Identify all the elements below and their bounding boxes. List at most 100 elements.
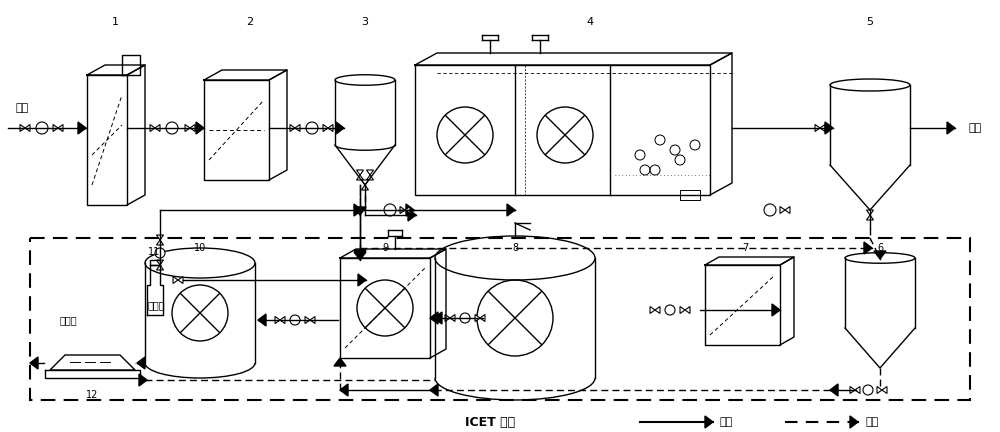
Polygon shape	[78, 122, 86, 134]
Polygon shape	[430, 384, 438, 396]
Polygon shape	[874, 251, 886, 259]
Polygon shape	[328, 124, 333, 131]
Polygon shape	[780, 206, 785, 213]
Polygon shape	[354, 252, 366, 260]
Polygon shape	[178, 276, 183, 283]
Polygon shape	[295, 124, 300, 131]
Polygon shape	[866, 210, 874, 215]
Polygon shape	[354, 204, 362, 216]
Text: 进水: 进水	[15, 103, 29, 113]
Circle shape	[306, 122, 318, 134]
Polygon shape	[772, 304, 780, 316]
Circle shape	[384, 204, 396, 216]
Text: 7: 7	[742, 243, 748, 253]
Polygon shape	[400, 206, 405, 213]
Polygon shape	[305, 317, 310, 324]
Polygon shape	[334, 358, 346, 366]
Polygon shape	[864, 242, 872, 254]
Polygon shape	[139, 374, 147, 386]
Polygon shape	[336, 122, 344, 134]
Polygon shape	[354, 250, 366, 258]
Text: 12: 12	[86, 390, 98, 400]
Polygon shape	[655, 306, 660, 314]
Text: 泥路: 泥路	[865, 417, 878, 427]
Text: 干污泥: 干污泥	[59, 315, 77, 325]
Polygon shape	[362, 180, 368, 185]
Polygon shape	[850, 387, 855, 394]
Polygon shape	[830, 384, 838, 396]
Polygon shape	[354, 207, 366, 215]
Polygon shape	[150, 124, 155, 131]
Text: 出水: 出水	[968, 123, 982, 133]
Polygon shape	[450, 314, 455, 321]
Polygon shape	[356, 175, 364, 180]
Text: 8: 8	[512, 243, 518, 253]
Polygon shape	[855, 387, 860, 394]
Polygon shape	[877, 387, 882, 394]
Polygon shape	[366, 175, 374, 180]
Text: 2: 2	[246, 17, 254, 27]
Polygon shape	[825, 122, 833, 134]
Text: 10: 10	[194, 243, 206, 253]
Text: 4: 4	[586, 17, 594, 27]
Polygon shape	[650, 306, 655, 314]
Circle shape	[665, 305, 675, 315]
Polygon shape	[685, 306, 690, 314]
Polygon shape	[323, 124, 328, 131]
Polygon shape	[680, 306, 685, 314]
Polygon shape	[20, 124, 25, 131]
Polygon shape	[310, 317, 315, 324]
Text: 上清液: 上清液	[148, 300, 166, 310]
Polygon shape	[290, 124, 295, 131]
Text: 11: 11	[148, 247, 160, 257]
Polygon shape	[408, 209, 416, 221]
Polygon shape	[53, 124, 58, 131]
Polygon shape	[280, 317, 285, 324]
Polygon shape	[358, 274, 366, 286]
Text: 5: 5	[866, 17, 874, 27]
Polygon shape	[356, 170, 364, 175]
Polygon shape	[947, 122, 955, 134]
Text: ICET 系统: ICET 系统	[465, 416, 515, 429]
Circle shape	[290, 315, 300, 325]
Polygon shape	[156, 240, 164, 245]
Polygon shape	[815, 124, 820, 131]
Polygon shape	[340, 384, 348, 396]
Polygon shape	[185, 124, 190, 131]
Polygon shape	[30, 357, 38, 369]
Polygon shape	[405, 206, 410, 213]
Polygon shape	[156, 265, 164, 270]
Polygon shape	[137, 357, 145, 369]
Polygon shape	[866, 215, 874, 220]
Polygon shape	[850, 416, 858, 428]
Polygon shape	[705, 416, 713, 428]
Polygon shape	[434, 312, 442, 324]
Text: 9: 9	[382, 243, 388, 253]
Polygon shape	[362, 185, 368, 190]
Polygon shape	[480, 314, 485, 321]
Circle shape	[460, 313, 470, 323]
Polygon shape	[366, 170, 374, 175]
Polygon shape	[190, 124, 195, 131]
Text: 3: 3	[362, 17, 368, 27]
Circle shape	[36, 122, 48, 134]
Polygon shape	[156, 260, 164, 265]
Circle shape	[764, 204, 776, 216]
Circle shape	[863, 385, 873, 395]
Polygon shape	[196, 122, 204, 134]
Polygon shape	[25, 124, 30, 131]
Polygon shape	[785, 206, 790, 213]
Polygon shape	[475, 314, 480, 321]
Text: 水路: 水路	[720, 417, 733, 427]
Text: 1: 1	[112, 17, 119, 27]
Polygon shape	[258, 314, 266, 326]
Polygon shape	[820, 124, 825, 131]
Polygon shape	[430, 312, 438, 324]
Polygon shape	[275, 317, 280, 324]
Circle shape	[166, 122, 178, 134]
Polygon shape	[58, 124, 63, 131]
Polygon shape	[155, 124, 160, 131]
Polygon shape	[445, 314, 450, 321]
Polygon shape	[507, 204, 515, 216]
Polygon shape	[156, 235, 164, 240]
